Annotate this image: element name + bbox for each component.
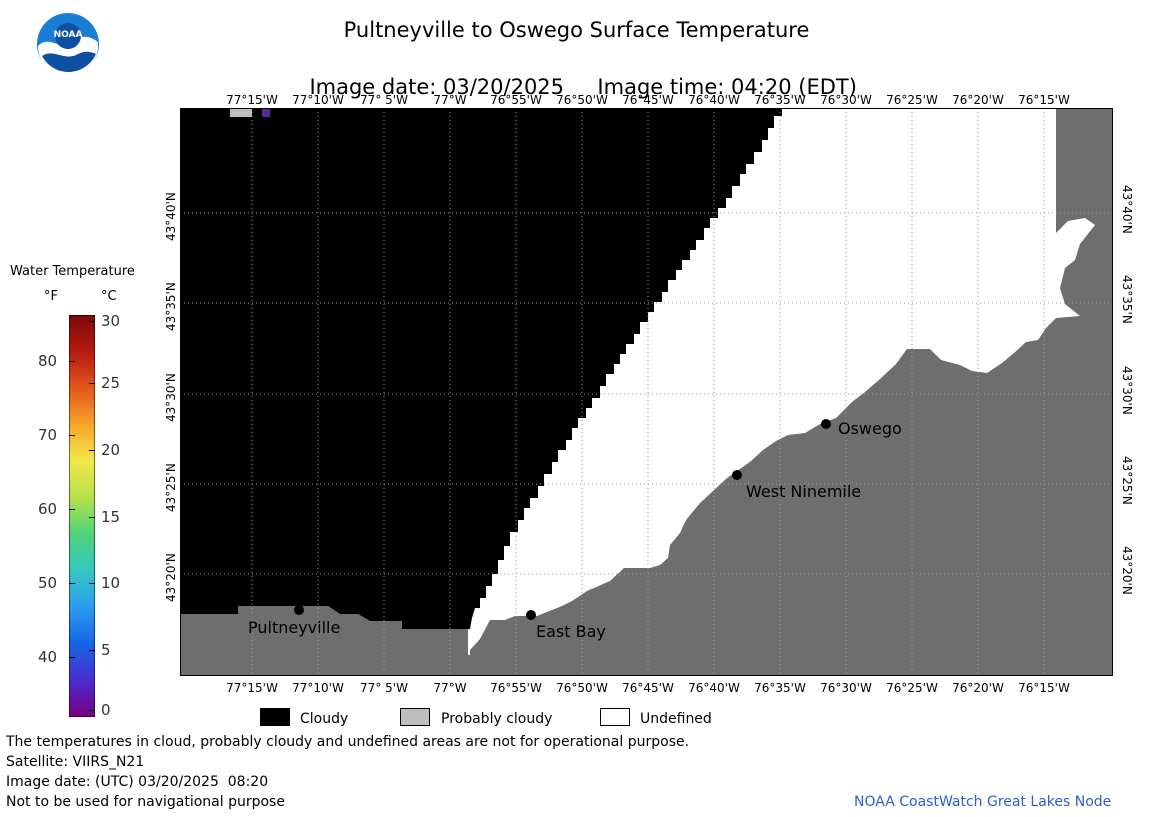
lon-label-bottom: 76°40'W xyxy=(688,681,740,695)
place-label: Oswego xyxy=(838,419,902,438)
lat-label-left: 43°35'N xyxy=(164,282,178,331)
lat-label-left: 43°40'N xyxy=(164,192,178,241)
colorbar-f-tickmark xyxy=(69,583,75,584)
lon-label-top: 76°35'W xyxy=(754,93,806,107)
lon-label-bottom: 77°15'W xyxy=(226,681,278,695)
lon-label-top: 76°50'W xyxy=(556,93,608,107)
lat-label-left: 43°25'N xyxy=(164,463,178,512)
lat-label-right: 43°40'N xyxy=(1120,185,1134,234)
colorbar-f-tick: 60 xyxy=(38,500,58,518)
map-svg: Pultneyville East Bay West Ninemile Oswego xyxy=(180,108,1113,676)
colorbar-f-tickmark xyxy=(69,361,75,362)
lon-label-top: 77° 5'W xyxy=(360,93,408,107)
place-marker xyxy=(526,610,536,620)
lon-label-bottom: 76°35'W xyxy=(754,681,806,695)
noaa-logo: NOAA xyxy=(36,12,100,76)
colorbar-c-tickmark xyxy=(89,383,95,384)
image-date: Image date: 03/20/2025 xyxy=(309,75,565,99)
lon-label-bottom: 76°50'W xyxy=(556,681,608,695)
lon-label-top: 76°40'W xyxy=(688,93,740,107)
land-area xyxy=(180,108,1113,676)
lon-label-bottom: 77°W xyxy=(433,681,467,695)
lat-label-left: 43°20'N xyxy=(164,553,178,602)
legend-label-cloudy: Cloudy xyxy=(300,711,349,727)
lon-label-top: 77°15'W xyxy=(226,93,278,107)
legend: Cloudy Probably cloudy Undefined xyxy=(260,706,780,730)
lon-label-bottom: 76°25'W xyxy=(886,681,938,695)
lat-label-right: 43°30'N xyxy=(1120,366,1134,415)
lon-label-bottom: 76°15'W xyxy=(1018,681,1070,695)
lon-label-bottom: 76°30'W xyxy=(820,681,872,695)
footer-note: The temperatures in cloud, probably clou… xyxy=(6,734,690,750)
colorbar-c-tick: 20 xyxy=(101,441,121,459)
lon-label-bottom: 77°10'W xyxy=(292,681,344,695)
lat-label-right: 43°25'N xyxy=(1120,456,1134,505)
colorbar-c-tick: 30 xyxy=(101,312,121,330)
lon-label-bottom: 76°20'W xyxy=(952,681,1004,695)
colorbar-c-tickmark xyxy=(89,650,95,651)
place-label: West Ninemile xyxy=(746,482,861,501)
place-marker xyxy=(821,419,831,429)
colorbar-f-tickmark xyxy=(69,657,75,658)
colorbar-c-tickmark xyxy=(89,583,95,584)
colorbar-title: Water Temperature xyxy=(10,264,135,279)
colorbar-f-tickmark xyxy=(69,509,75,510)
legend-label-probably-cloudy: Probably cloudy xyxy=(441,711,553,727)
credit-link[interactable]: NOAA CoastWatch Great Lakes Node xyxy=(854,794,1112,810)
colorbar-c-tickmark xyxy=(89,517,95,518)
cloudy-area xyxy=(180,108,782,629)
colorbar-unit-f: °F xyxy=(44,289,58,304)
lon-label-top: 76°20'W xyxy=(952,93,1004,107)
colorbar-c-tickmark xyxy=(89,450,95,451)
lat-label-left: 43°30'N xyxy=(164,373,178,422)
noaa-logo-icon xyxy=(37,13,99,76)
image-time: Image time: 04:20 (EDT) xyxy=(597,75,857,99)
lon-label-top: 76°25'W xyxy=(886,93,938,107)
lon-label-bottom: 76°55'W xyxy=(490,681,542,695)
colorbar-f-tick: 80 xyxy=(38,352,58,370)
colorbar-f-tick: 50 xyxy=(38,574,58,592)
colorbar-c-tickmark xyxy=(89,321,95,322)
graticule xyxy=(180,108,1113,676)
colorbar-c-tick: 5 xyxy=(101,641,111,659)
lat-label-right: 43°20'N xyxy=(1120,546,1134,595)
legend-swatch-undefined xyxy=(600,708,630,726)
place-label: Pultneyville xyxy=(248,618,340,637)
lon-label-top: 76°55'W xyxy=(490,93,542,107)
colorbar-c-tickmark xyxy=(89,710,95,711)
place-marker xyxy=(294,605,304,615)
logo-text: NOAA xyxy=(53,30,83,40)
legend-swatch-probably-cloudy xyxy=(400,708,430,726)
map-panel: Pultneyville East Bay West Ninemile Oswego xyxy=(180,108,1113,676)
lon-label-top: 76°45'W xyxy=(622,93,674,107)
lon-label-top: 77°10'W xyxy=(292,93,344,107)
place-label: East Bay xyxy=(536,622,606,641)
place-marker xyxy=(732,470,742,480)
page-title: Pultneyville to Oswego Surface Temperatu… xyxy=(343,18,810,42)
colored-pixel xyxy=(262,108,270,117)
colorbar-unit-c: °C xyxy=(101,289,117,304)
lon-label-bottom: 77° 5'W xyxy=(360,681,408,695)
colorbar-f-tick: 40 xyxy=(38,648,58,666)
footer-utc-date: Image date: (UTC) 03/20/2025 08:20 xyxy=(6,774,269,790)
probably-cloudy-pixel xyxy=(230,108,252,117)
colorbar-c-tick: 15 xyxy=(101,508,121,526)
footer-satellite: Satellite: VIIRS_N21 xyxy=(6,754,145,770)
colorbar-c-tick: 0 xyxy=(101,701,111,719)
lon-label-bottom: 76°45'W xyxy=(622,681,674,695)
colorbar-c-tick: 10 xyxy=(101,574,121,592)
footer-disclaimer: Not to be used for navigational purpose xyxy=(6,794,285,810)
legend-label-undefined: Undefined xyxy=(640,711,712,727)
lon-label-top: 76°30'W xyxy=(820,93,872,107)
colorbar-f-tickmark xyxy=(69,435,75,436)
legend-swatch-cloudy xyxy=(260,708,290,726)
lon-label-top: 77°W xyxy=(433,93,467,107)
lat-label-right: 43°35'N xyxy=(1120,275,1134,324)
colorbar-f-tick: 70 xyxy=(38,426,58,444)
colorbar-c-tick: 25 xyxy=(101,374,121,392)
image-date-time: Image date: 03/20/2025 Image time: 04:20… xyxy=(0,51,1153,99)
lon-label-top: 76°15'W xyxy=(1018,93,1070,107)
